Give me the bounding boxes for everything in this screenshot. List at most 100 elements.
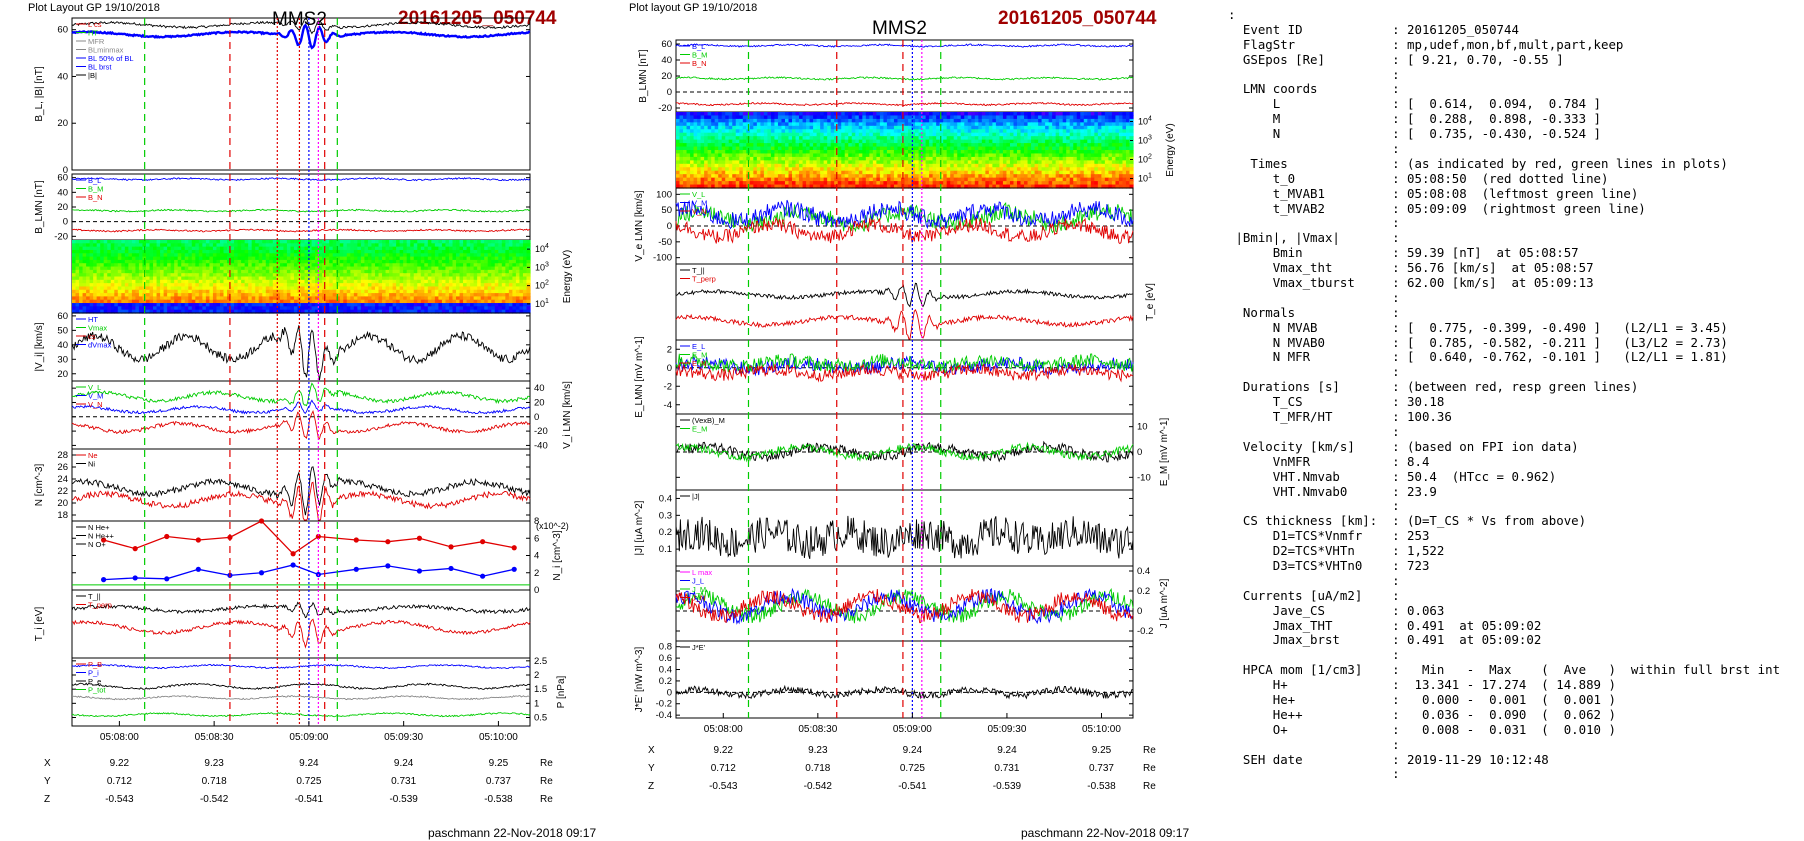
heatmap-cell — [788, 150, 793, 155]
heatmap-cell — [286, 309, 292, 314]
heatmap-cell — [219, 299, 225, 304]
heatmap-cell — [978, 139, 983, 144]
heatmap-cell — [697, 112, 702, 117]
heatmap-cell — [117, 279, 122, 284]
heatmap-cell — [276, 279, 281, 284]
heatmap-cell — [1062, 125, 1067, 130]
heatmap-cell — [477, 273, 482, 278]
heatmap-cell — [890, 143, 895, 148]
heatmap-cell — [441, 269, 447, 274]
heatmap-cell — [725, 143, 730, 148]
heatmap-cell — [75, 249, 80, 254]
heatmap-cell — [827, 122, 832, 127]
heatmap-cell — [72, 303, 77, 307]
heatmap-cell — [121, 269, 126, 274]
heatmap-cell — [869, 139, 874, 144]
heatmap-cell — [308, 286, 313, 291]
heatmap-cell — [494, 246, 499, 251]
heatmap-cell — [82, 269, 87, 274]
heatmap-cell — [170, 286, 175, 291]
heatmap-cell — [195, 286, 200, 291]
heatmap-cell — [181, 269, 186, 274]
heatmap-cell — [301, 269, 306, 274]
heatmap-cell — [198, 293, 203, 298]
heatmap-cell — [704, 150, 709, 155]
heatmap-cell — [96, 259, 101, 264]
heatmap-cell — [795, 153, 800, 158]
heatmap-cell — [325, 279, 330, 284]
heatmap-cell — [117, 309, 122, 314]
heatmap-cell — [953, 112, 958, 117]
heatmap-cell — [477, 249, 482, 254]
heatmap-cell — [886, 115, 892, 120]
heatmap-cell — [318, 246, 323, 251]
heatmap-cell — [911, 125, 916, 130]
heatmap-cell — [184, 259, 189, 264]
heatmap-cell — [1020, 115, 1025, 120]
y-tick-label: 20 — [534, 397, 545, 408]
heatmap-cell — [121, 240, 126, 244]
heatmap-cell — [1118, 125, 1124, 130]
heatmap-cell — [258, 279, 263, 284]
y-tick-label: 60 — [57, 25, 68, 36]
heatmap-cell — [142, 299, 147, 304]
heatmap-cell — [936, 122, 941, 127]
heatmap-cell — [753, 136, 758, 141]
heatmap-cell — [93, 303, 98, 307]
heatmap-cell — [399, 273, 404, 278]
heatmap-cell — [110, 240, 115, 244]
legend-label: P_B — [88, 660, 102, 669]
heatmap-cell — [322, 299, 327, 304]
heatmap-cell — [686, 143, 691, 148]
heatmap-cell — [1034, 112, 1039, 117]
heatmap-cell — [367, 289, 373, 294]
heatmap-cell — [893, 153, 899, 158]
heatmap-cell — [792, 156, 797, 161]
heatmap-cell — [339, 253, 344, 258]
heatmap-cell — [918, 118, 923, 123]
heatmap-cell — [160, 306, 165, 311]
heatmap-cell — [1090, 150, 1095, 155]
heatmap-cell — [848, 139, 853, 144]
heatmap-cell — [753, 146, 758, 151]
heatmap-cell — [456, 243, 461, 248]
heatmap-cell — [350, 256, 355, 261]
heatmap-cell — [964, 129, 969, 134]
heatmap-cell — [700, 156, 705, 161]
heatmap-cell — [788, 112, 793, 117]
heatmap-cell — [107, 309, 112, 314]
heatmap-cell — [763, 132, 768, 137]
heatmap-cell — [311, 259, 316, 264]
heatmap-cell — [456, 283, 461, 288]
heatmap-tick-label: 104 — [535, 243, 549, 254]
heatmap-cell — [353, 303, 358, 307]
heatmap-cell — [438, 306, 443, 311]
heatmap-cell — [181, 299, 186, 304]
heatmap-cell — [304, 249, 309, 254]
heatmap-cell — [223, 243, 228, 248]
heatmap-cell — [522, 266, 528, 271]
heatmap-cell — [1073, 156, 1078, 161]
heatmap-cell — [932, 139, 937, 144]
heatmap-cell — [248, 286, 253, 291]
left-panel-8: 0.511.522.5P [nPa]P_BP_iP_eP_tot — [71, 656, 567, 727]
heatmap-cell — [1027, 112, 1032, 117]
heatmap-cell — [746, 143, 751, 148]
heatmap-cell — [304, 286, 309, 291]
heatmap-cell — [890, 122, 895, 127]
heatmap-cell — [480, 303, 485, 307]
heatmap-cell — [950, 143, 955, 148]
heatmap-cell — [844, 125, 849, 130]
heatmap-cell — [293, 303, 299, 307]
heatmap-cell — [1024, 156, 1029, 161]
heatmap-cell — [1097, 153, 1102, 158]
heatmap-cell — [315, 286, 320, 291]
heatmap-cell — [279, 299, 284, 304]
heatmap-cell — [378, 306, 383, 311]
heatmap-cell — [124, 309, 129, 314]
heatmap-cell — [410, 299, 415, 304]
heatmap-cell — [234, 256, 239, 261]
heatmap-cell — [830, 150, 835, 155]
heatmap-cell — [960, 118, 965, 123]
heatmap-cell — [781, 150, 786, 155]
